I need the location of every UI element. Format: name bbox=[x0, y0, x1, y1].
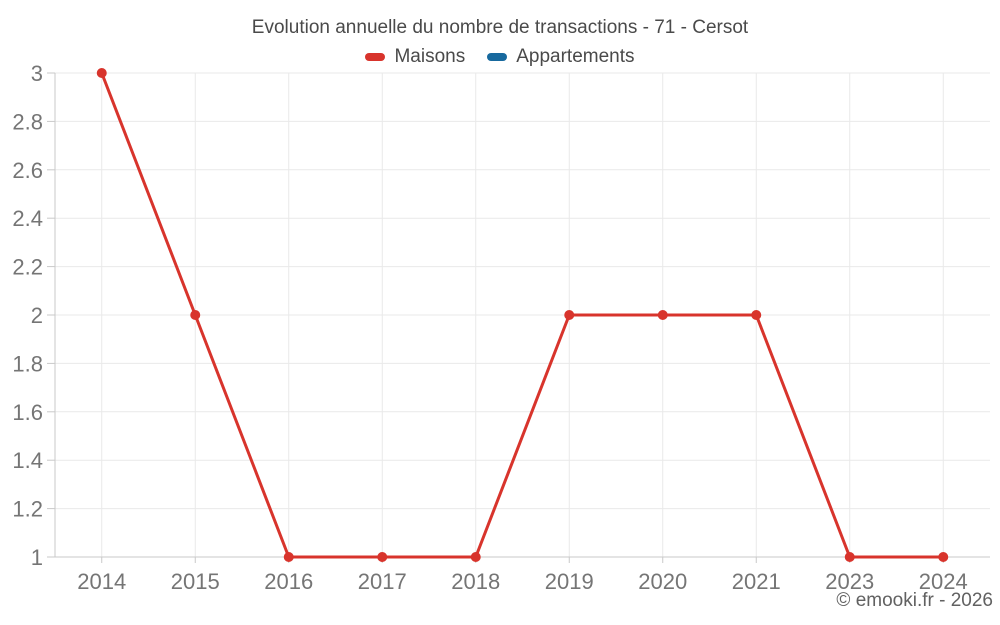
data-point-maisons-2016[interactable] bbox=[283, 552, 294, 562]
data-point-maisons-2017[interactable] bbox=[377, 552, 388, 562]
y-tick-label: 1.8 bbox=[12, 351, 43, 376]
y-tick-label: 1.4 bbox=[12, 448, 43, 473]
y-tick-label: 3 bbox=[31, 61, 43, 86]
y-tick-label: 2 bbox=[31, 303, 43, 328]
x-tick-label: 2015 bbox=[171, 569, 220, 594]
legend-label-maisons: Maisons bbox=[394, 46, 466, 67]
legend-label-appartements: Appartements bbox=[516, 46, 635, 67]
appartements-color-swatch-icon bbox=[487, 53, 508, 61]
data-point-maisons-2014[interactable] bbox=[96, 68, 107, 78]
maisons-color-swatch-icon bbox=[365, 53, 386, 61]
y-tick-label: 1 bbox=[31, 545, 43, 570]
x-tick-label: 2019 bbox=[545, 569, 594, 594]
data-point-maisons-2021[interactable] bbox=[751, 310, 762, 320]
x-tick-label: 2021 bbox=[732, 569, 781, 594]
copyright-text: © emooki.fr - 2026 bbox=[836, 590, 993, 611]
x-tick-label: 2016 bbox=[264, 569, 313, 594]
x-tick-label: 2020 bbox=[638, 569, 687, 594]
x-tick-label: 2024 bbox=[919, 569, 968, 594]
x-tick-label: 2017 bbox=[358, 569, 407, 594]
y-tick-label: 1.2 bbox=[12, 497, 43, 522]
legend-item-maisons[interactable]: Maisons bbox=[365, 46, 465, 68]
y-tick-label: 2.2 bbox=[12, 255, 43, 280]
legend: Maisons Appartements bbox=[0, 46, 1000, 68]
y-tick-label: 2.8 bbox=[12, 109, 43, 134]
chart-title: Evolution annuelle du nombre de transact… bbox=[251, 17, 749, 38]
data-point-maisons-2023[interactable] bbox=[844, 552, 855, 562]
y-tick-label: 2.6 bbox=[12, 158, 43, 183]
x-tick-label: 2023 bbox=[825, 569, 874, 594]
data-point-maisons-2019[interactable] bbox=[564, 310, 575, 320]
legend-item-appartements[interactable]: Appartements bbox=[487, 46, 635, 68]
series-line-maisons bbox=[100, 71, 945, 559]
y-tick-label: 1.6 bbox=[12, 400, 43, 425]
x-tick-label: 2018 bbox=[451, 569, 500, 594]
data-point-maisons-2015[interactable] bbox=[190, 310, 201, 320]
y-tick-label: 2.4 bbox=[12, 206, 43, 231]
data-point-maisons-2024[interactable] bbox=[938, 552, 949, 562]
data-point-maisons-2018[interactable] bbox=[470, 552, 481, 562]
x-tick-label: 2014 bbox=[77, 569, 126, 594]
data-point-maisons-2020[interactable] bbox=[657, 310, 668, 320]
